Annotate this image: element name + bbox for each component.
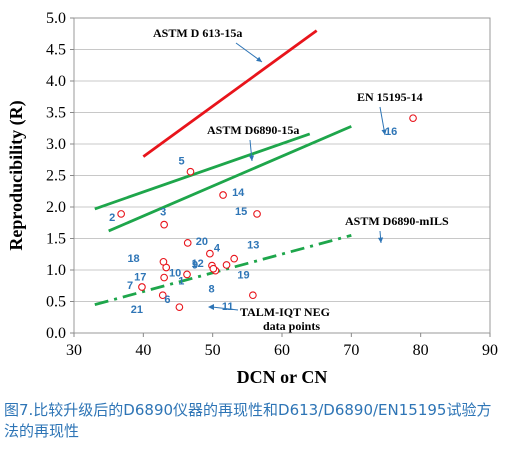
data-point-7: [138, 283, 146, 291]
grid: [74, 17, 490, 334]
point-label-15: 15: [235, 206, 247, 218]
point-label-13: 13: [247, 240, 259, 252]
data-point-4: [206, 249, 214, 258]
x-axis-ticks: 30 40 50 60 70 80 90: [66, 333, 498, 359]
x-tick-label: 60: [274, 342, 290, 359]
chart: 0.00.51.01.52.02.53.03.54.04.55.0 30 40 50…: [6, 10, 498, 387]
series-lines: [94, 29, 352, 307]
data-point-2: [117, 210, 125, 218]
point-label-12: 12: [192, 258, 204, 270]
annotation-arrowhead-2: [248, 155, 255, 161]
data-point-5: [186, 167, 195, 176]
y-tick-label: 1.0: [46, 262, 66, 279]
data-point-15: [253, 210, 261, 218]
point-label-11: 11: [222, 301, 234, 313]
data-point-12: [222, 261, 231, 269]
line-label-4: ASTM D6890-mILS: [345, 214, 449, 228]
y-axis-ticks: 0.0 0.5 1.0 1.5 2.0 2.5 3.0 3.5 4.0 4.5 5.0: [46, 10, 74, 342]
point-label-18: 18: [127, 253, 139, 265]
y-axis-title: Reproducibility (R): [6, 100, 27, 250]
point-label-10: 10: [169, 267, 181, 279]
point-label-19: 19: [237, 270, 249, 282]
y-tick-label: 0.5: [46, 294, 66, 311]
x-tick-label: 40: [135, 342, 151, 359]
data-point-17: [160, 273, 168, 282]
points-label-arrow: [211, 306, 239, 311]
data-point-6: [175, 303, 184, 312]
point-label-6: 6: [164, 294, 170, 306]
data-point-16: [409, 114, 417, 123]
point-label-14: 14: [232, 187, 245, 199]
points-label-line-1: TALM-IQT NEG: [240, 305, 330, 319]
data-point-19: [209, 264, 218, 273]
annotations: ASTM D 613-15a ASTM D6890-15a EN 15195-14 A…: [153, 26, 449, 333]
point-label-5: 5: [178, 156, 184, 168]
series-line-0: [142, 29, 318, 158]
y-tick-label: 1.5: [46, 231, 66, 248]
data-point-13: [230, 254, 239, 263]
data-point-11: [249, 291, 257, 300]
data-point-3: [160, 220, 168, 229]
data-point-14: [219, 191, 227, 199]
line-label-1: ASTM D 613-15a: [153, 26, 242, 40]
series-line-2: [108, 125, 352, 233]
x-tick-label: 80: [413, 342, 429, 359]
y-tick-label: 4.5: [46, 42, 66, 59]
annotation-arrowhead-3: [381, 129, 387, 135]
point-label-2: 2: [109, 212, 115, 224]
point-label-21: 21: [131, 304, 143, 316]
y-tick-label: 5.0: [46, 10, 66, 27]
point-label-9: 9: [192, 260, 198, 272]
line-label-2: ASTM D6890-15a: [207, 123, 299, 137]
annotation-arrowhead-1: [256, 56, 262, 62]
line-label-3: EN 15195-14: [357, 90, 423, 104]
figure-caption: 图7.比较升级后的D6890仪器的再现性和D613/D6890/EN15195试…: [4, 401, 492, 440]
points-label-line-2: data points: [263, 319, 320, 333]
y-tick-label: 3.5: [46, 105, 66, 122]
data-point-21: [158, 291, 167, 300]
y-tick-label: 2.0: [46, 199, 66, 216]
point-label-8: 8: [208, 284, 214, 296]
point-label-7: 7: [127, 280, 133, 292]
data-point-20: [183, 239, 192, 247]
y-tick-label: 4.0: [46, 73, 66, 90]
point-label-1: 1: [178, 275, 184, 287]
x-tick-label: 30: [66, 342, 82, 359]
x-tick-label: 90: [482, 342, 498, 359]
points-label-arrowhead: [208, 304, 214, 310]
x-tick-label: 50: [205, 342, 221, 359]
y-tick-label: 0.0: [46, 325, 66, 342]
data-point-10: [183, 270, 191, 279]
point-label-20: 20: [196, 236, 208, 248]
x-axis-title: DCN or CN: [237, 367, 328, 387]
data-point-18: [159, 257, 168, 266]
point-label-17: 17: [134, 272, 146, 284]
y-tick-label: 3.0: [46, 136, 66, 153]
point-label-16: 16: [385, 126, 397, 138]
point-label-3: 3: [160, 207, 166, 219]
point-label-4: 4: [214, 243, 221, 255]
y-tick-label: 2.5: [46, 168, 66, 185]
annotation-arrowhead-4: [377, 237, 384, 243]
x-tick-label: 70: [343, 342, 359, 359]
series-line-1: [94, 132, 311, 211]
